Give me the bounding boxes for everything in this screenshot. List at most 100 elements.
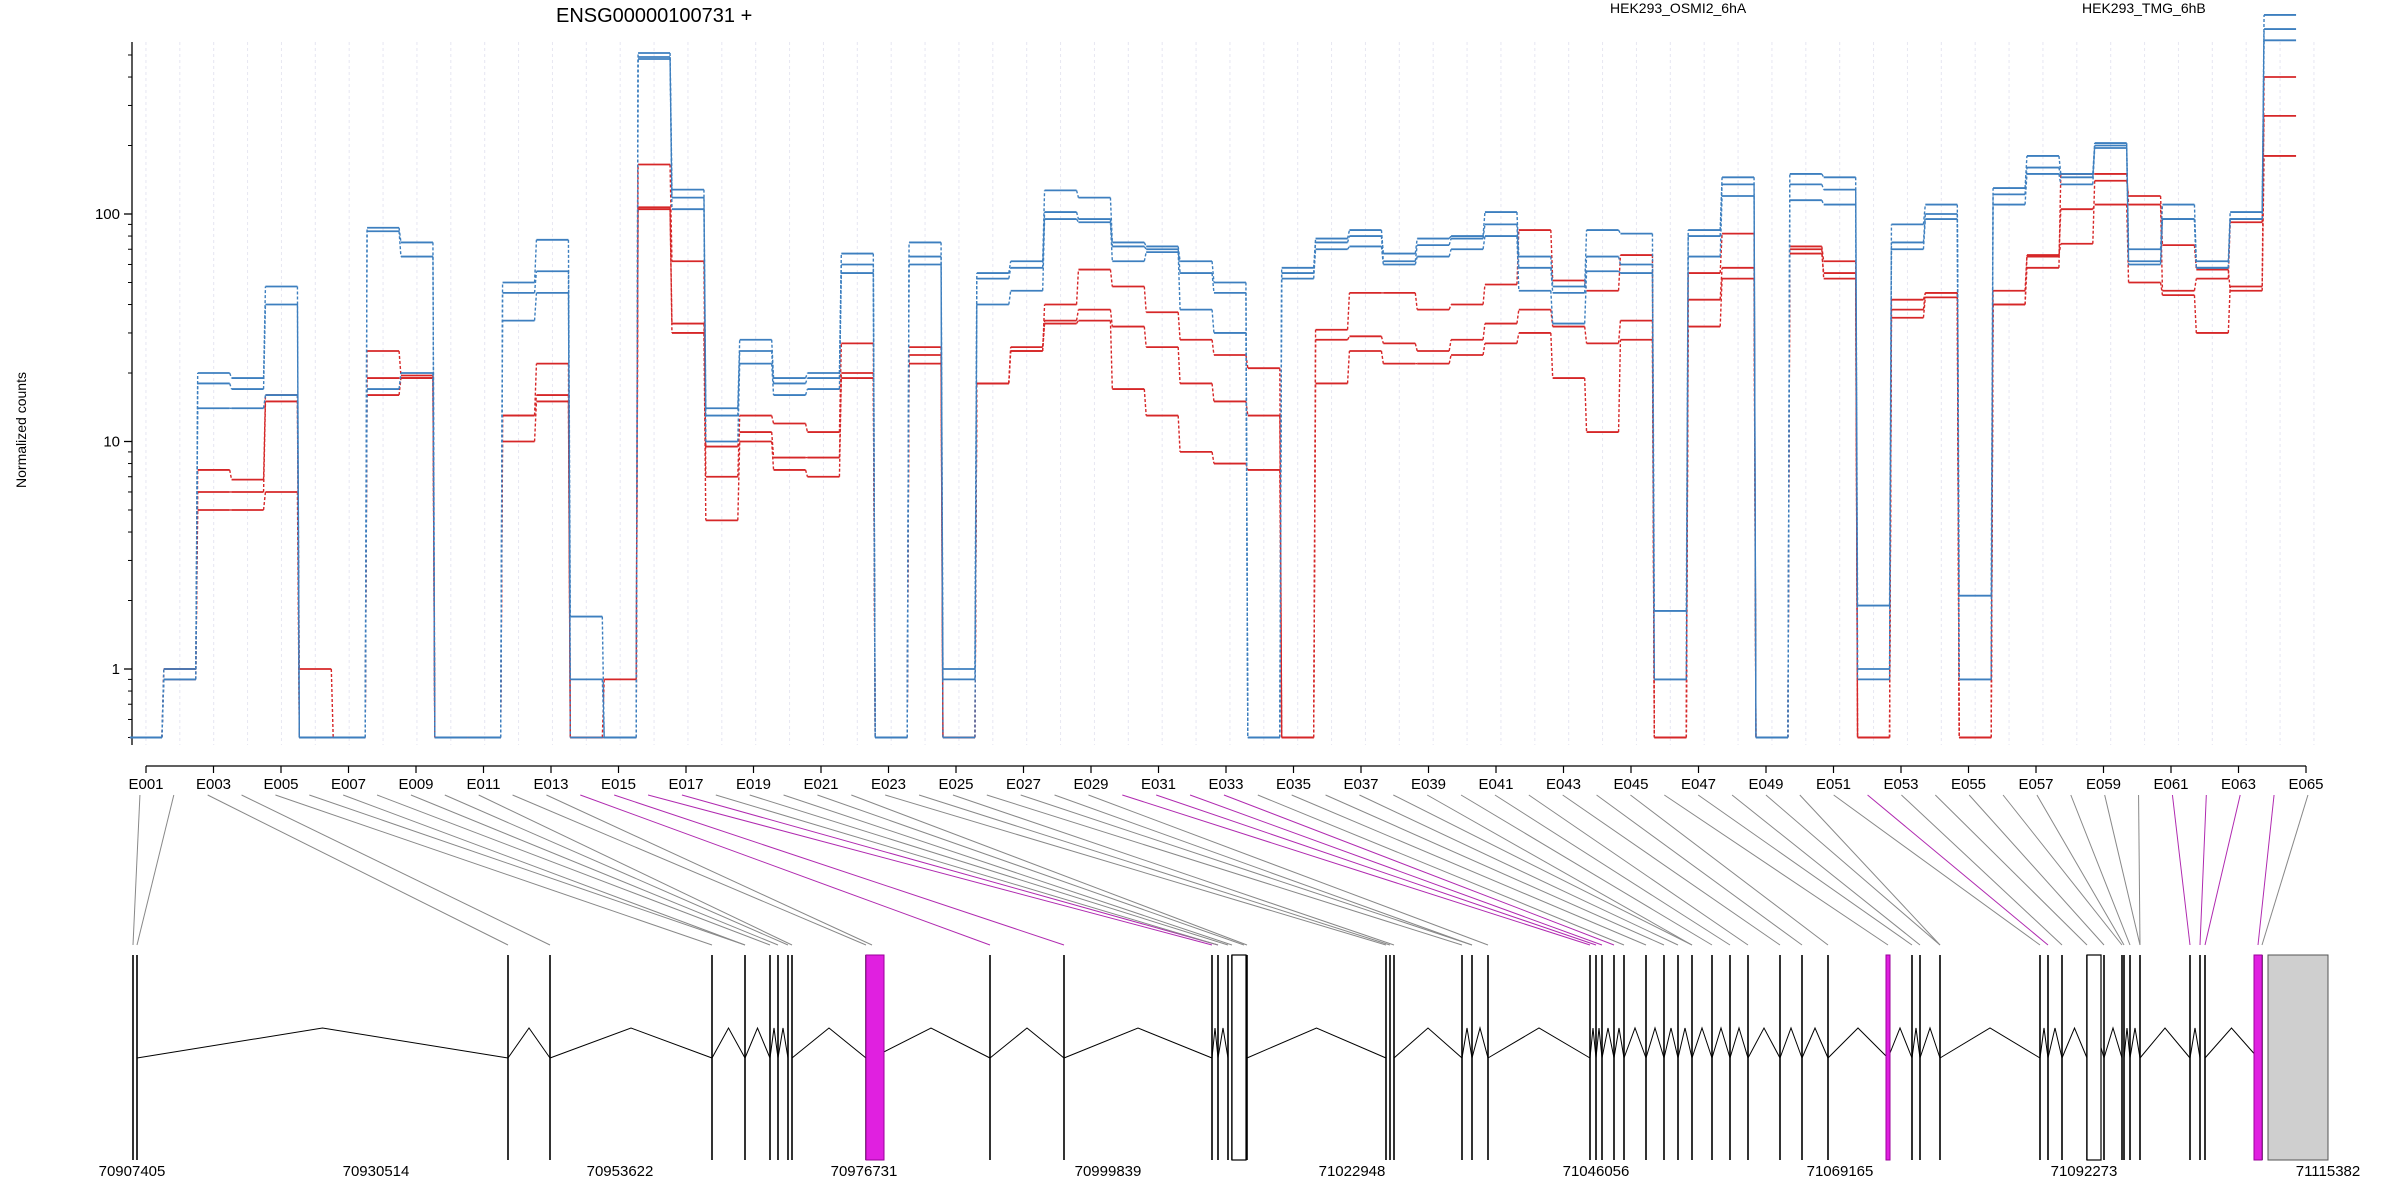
x-tick-label: E043 [1546, 776, 1581, 793]
series-connector [1279, 469, 1283, 738]
series-connector [398, 350, 402, 376]
series-connector [1380, 336, 1384, 344]
series-connector [940, 264, 944, 738]
series-connector [1821, 184, 1825, 190]
exon-connector [1054, 794, 1473, 946]
intron [2139, 1027, 2191, 1059]
series-connector [1550, 290, 1554, 324]
series-connector [1414, 238, 1418, 254]
exon-connector [681, 794, 1219, 946]
series-connector [1956, 219, 1960, 680]
series-connector [1685, 256, 1689, 680]
series-connector [669, 164, 673, 262]
series-connector [1482, 235, 1486, 250]
series-connector [161, 679, 165, 738]
series-connector [2227, 286, 2231, 333]
series-connector [1617, 339, 1622, 433]
intron [989, 1027, 1065, 1059]
coordinate-label: 71115382 [2296, 1163, 2361, 1180]
x-tick-label: E009 [398, 776, 433, 793]
series-connector [1075, 269, 1080, 305]
series-connector [1041, 323, 1046, 352]
exon-connector [2036, 794, 2125, 946]
intron [1613, 1027, 1625, 1059]
series-connector [1008, 267, 1012, 279]
series-connector [1482, 211, 1486, 237]
exon-connector [1020, 794, 1473, 946]
intron [777, 1027, 789, 1059]
exon-connector [1765, 794, 1941, 946]
series-connector [2092, 204, 2096, 210]
series-connector [838, 273, 843, 390]
intron [2123, 1027, 2131, 1059]
series-connector [1177, 347, 1181, 384]
series-connector [703, 209, 707, 442]
x-tick-label: E035 [1276, 776, 1311, 793]
series-connector [1075, 320, 1080, 324]
exon-connector [1223, 794, 1615, 946]
series-connector [1719, 267, 1723, 300]
series-connector [195, 408, 199, 680]
series-connector [364, 231, 368, 738]
series-4 [129, 28, 2297, 739]
exon-connector [241, 794, 551, 946]
series-connector [567, 292, 572, 680]
exon-connector [1156, 794, 1597, 946]
intron [871, 1027, 991, 1059]
series-connector [1177, 246, 1181, 262]
series-connector [1482, 323, 1486, 340]
x-tick-label: E039 [1411, 776, 1446, 793]
series-connector [1414, 256, 1418, 265]
exon-connector [1697, 794, 1913, 946]
series-connector [1177, 312, 1181, 340]
exon-connector [478, 794, 793, 946]
x-tick-label: E005 [263, 776, 298, 793]
series-connector [1211, 383, 1215, 402]
x-tick-label: E055 [1951, 776, 1986, 793]
series-connector [1990, 204, 1994, 680]
series-5 [129, 39, 2297, 739]
intron [1801, 1026, 1829, 1059]
series-connector [1516, 212, 1520, 257]
series-connector [804, 469, 809, 477]
exon-connectors [132, 794, 2309, 946]
series-connector [1550, 256, 1554, 287]
series-connector [1651, 320, 1656, 738]
series-connector [2193, 295, 2198, 333]
exon-connector [1867, 794, 2049, 946]
exon-connector [851, 794, 1248, 946]
intron [1827, 1027, 1889, 1059]
legend-osmi: HEK293_OSMI2_6hA [1610, 0, 1747, 16]
series-connector [1346, 350, 1351, 384]
exon-connector [1528, 794, 1749, 946]
exon-connector [2171, 794, 2191, 946]
exon-box [1231, 954, 1247, 1161]
intron [2039, 1027, 2049, 1059]
intron [1623, 1026, 1647, 1059]
series-connector [2092, 147, 2096, 185]
exon-highlight [865, 954, 885, 1161]
plot-axes: 1 10 100 E001 E003 E005 E007 E009 E011 E013 E015 E0… [95, 42, 2324, 793]
exon-connector [1799, 794, 1941, 946]
exon-connector [2199, 794, 2207, 946]
series-connector [770, 363, 775, 396]
intron [1487, 1027, 1591, 1059]
series-connector [737, 363, 741, 442]
series-connector [1075, 211, 1080, 220]
series-connector [161, 679, 165, 738]
intron [2103, 1026, 2123, 1059]
series-connector [1617, 256, 1622, 265]
series-connector [804, 372, 809, 379]
exon-connector [275, 794, 713, 946]
coordinate-label: 71046056 [1563, 1163, 1630, 1180]
x-tick-label: E063 [2221, 776, 2256, 793]
series-connector [1617, 320, 1622, 344]
exon-connector [749, 794, 1229, 946]
series-connector [669, 59, 673, 210]
x-tick-label: E045 [1613, 776, 1648, 793]
intron [1747, 1026, 1781, 1059]
series-connector [1109, 222, 1114, 262]
series-connector [1414, 292, 1418, 310]
exon-connector [1122, 794, 1591, 946]
intron [2047, 1027, 2063, 1059]
